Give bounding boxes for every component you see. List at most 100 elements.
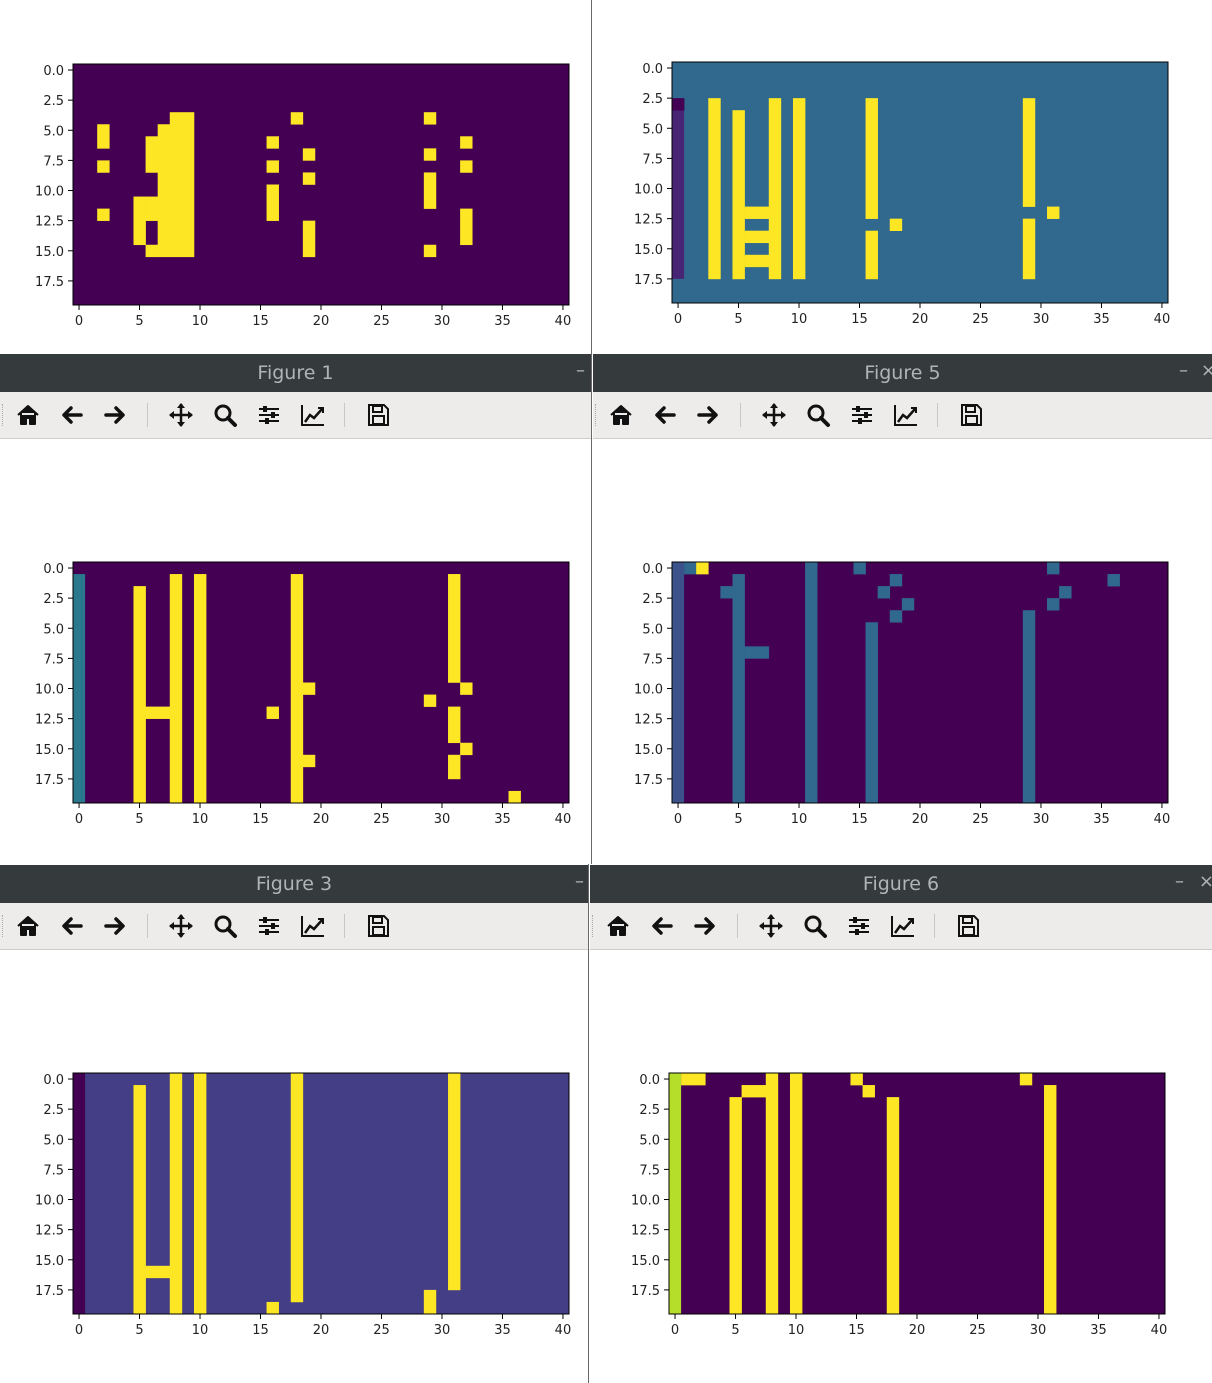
back-button[interactable] xyxy=(650,400,680,430)
zoom-button[interactable] xyxy=(800,911,830,941)
y-tick-label: 15.0 xyxy=(634,743,663,758)
y-tick-label: 10.0 xyxy=(35,683,64,698)
window-titlebar[interactable]: Figure 3 – xyxy=(0,865,588,903)
forward-icon xyxy=(104,917,125,935)
figure-6-window: Figure 6 – × 0 5 10 15 20 25 30 35 40 0.0 2.5 5.0 7.… xyxy=(590,865,1212,1383)
heatmap-cell xyxy=(756,206,770,219)
edit-axis-icon xyxy=(891,916,914,937)
home-button[interactable] xyxy=(606,400,636,430)
x-tick-label: 15 xyxy=(851,812,868,827)
y-tick-label: 10.0 xyxy=(35,1194,64,1209)
y-tick-label: 10.0 xyxy=(634,183,663,198)
minimize-button[interactable]: – xyxy=(1175,871,1184,892)
heatmap-cell xyxy=(901,598,915,611)
edit-axis-button[interactable] xyxy=(298,911,328,941)
minimize-button[interactable]: – xyxy=(576,360,585,381)
save-button[interactable] xyxy=(363,911,393,941)
heatmap-cell xyxy=(889,610,903,623)
x-tick-label: 0 xyxy=(75,812,83,827)
zoom-button[interactable] xyxy=(210,911,240,941)
window-titlebar[interactable]: Figure 5 – × xyxy=(593,354,1212,392)
heatmap-cell xyxy=(193,574,207,804)
heatmap-cell xyxy=(97,124,110,149)
toolbar-separator xyxy=(344,403,345,427)
configure-subplots-button[interactable] xyxy=(847,400,877,430)
heatmap-cell xyxy=(97,160,110,173)
y-tick-label: 12.5 xyxy=(35,1224,64,1239)
window-titlebar[interactable]: Figure 1 – xyxy=(0,354,591,392)
x-tick-label: 10 xyxy=(192,314,209,329)
configure-subplots-button[interactable] xyxy=(254,911,284,941)
heatmap-cell xyxy=(448,706,461,744)
zoom-button[interactable] xyxy=(210,400,240,430)
pan-button[interactable] xyxy=(756,911,786,941)
y-tick-label: 12.5 xyxy=(634,713,663,728)
pan-button[interactable] xyxy=(759,400,789,430)
heatmap-cell xyxy=(768,98,782,280)
y-tick-label: 7.5 xyxy=(642,152,663,167)
minimize-button[interactable]: – xyxy=(575,871,584,892)
y-tick-label: 17.5 xyxy=(35,1284,64,1299)
heatmap-cell xyxy=(290,574,304,804)
heatmap-cell xyxy=(1019,1073,1033,1086)
y-tick-label: 2.5 xyxy=(43,94,64,109)
heatmap-cell xyxy=(423,694,437,707)
heatmap-cell xyxy=(157,124,171,258)
heatmap-cell xyxy=(302,754,316,768)
forward-button[interactable] xyxy=(690,911,720,941)
heatmap-cell xyxy=(73,574,86,803)
window-title: Figure 5 xyxy=(864,362,941,384)
zoom-button[interactable] xyxy=(803,400,833,430)
y-tick-label: 2.5 xyxy=(642,592,663,607)
heatmap-cell xyxy=(169,574,183,804)
figure-window-top-right: 0 5 10 15 20 25 30 35 40 0.0 2.5 5.0 7.5 10.0 12.5 15.0… xyxy=(593,0,1212,354)
back-button[interactable] xyxy=(57,911,87,941)
home-button[interactable] xyxy=(13,911,43,941)
configure-subplots-icon xyxy=(259,917,279,935)
save-button[interactable] xyxy=(953,911,983,941)
configure-subplots-button[interactable] xyxy=(254,400,284,430)
x-tick-label: 15 xyxy=(252,1323,269,1338)
x-tick-label: 30 xyxy=(434,1323,451,1338)
save-button[interactable] xyxy=(363,400,393,430)
close-button[interactable]: × xyxy=(1198,871,1212,892)
home-button[interactable] xyxy=(13,400,43,430)
configure-subplots-button[interactable] xyxy=(844,911,874,941)
heatmap-cell xyxy=(1022,610,1036,804)
toolbar-separator xyxy=(344,914,345,938)
x-tick-label: 0 xyxy=(674,312,682,327)
y-tick-label: 7.5 xyxy=(642,652,663,667)
minimize-button[interactable]: – xyxy=(1179,360,1188,381)
back-button[interactable] xyxy=(57,400,87,430)
pan-button[interactable] xyxy=(166,911,196,941)
x-tick-label: 0 xyxy=(674,812,682,827)
x-tick-label: 10 xyxy=(192,1323,209,1338)
heatmap-background xyxy=(669,1073,1165,1314)
save-button[interactable] xyxy=(956,400,986,430)
save-icon xyxy=(368,404,389,426)
edit-axis-button[interactable] xyxy=(891,400,921,430)
window-titlebar[interactable]: Figure 6 – × xyxy=(590,865,1212,903)
forward-button[interactable] xyxy=(693,400,723,430)
home-button[interactable] xyxy=(603,911,633,941)
heatmap-cell xyxy=(886,1097,900,1315)
save-icon xyxy=(958,915,979,937)
heatmap-cell xyxy=(145,1265,158,1279)
back-icon xyxy=(62,917,83,935)
heatmap-cell xyxy=(744,254,757,268)
edit-axis-button[interactable] xyxy=(888,911,918,941)
heatmap-cell xyxy=(732,110,745,280)
y-tick-label: 2.5 xyxy=(639,1103,660,1118)
back-button[interactable] xyxy=(647,911,677,941)
heatmap-cell xyxy=(169,1073,183,1315)
x-tick-label: 5 xyxy=(135,314,143,329)
edit-axis-button[interactable] xyxy=(298,400,328,430)
x-tick-label: 40 xyxy=(1154,312,1171,327)
close-button[interactable]: × xyxy=(1200,360,1212,381)
forward-button[interactable] xyxy=(100,911,130,941)
forward-icon xyxy=(694,917,715,935)
heatmap-cell xyxy=(1047,598,1060,611)
heatmap-cells xyxy=(672,562,1168,804)
forward-button[interactable] xyxy=(100,400,130,430)
pan-button[interactable] xyxy=(166,400,196,430)
